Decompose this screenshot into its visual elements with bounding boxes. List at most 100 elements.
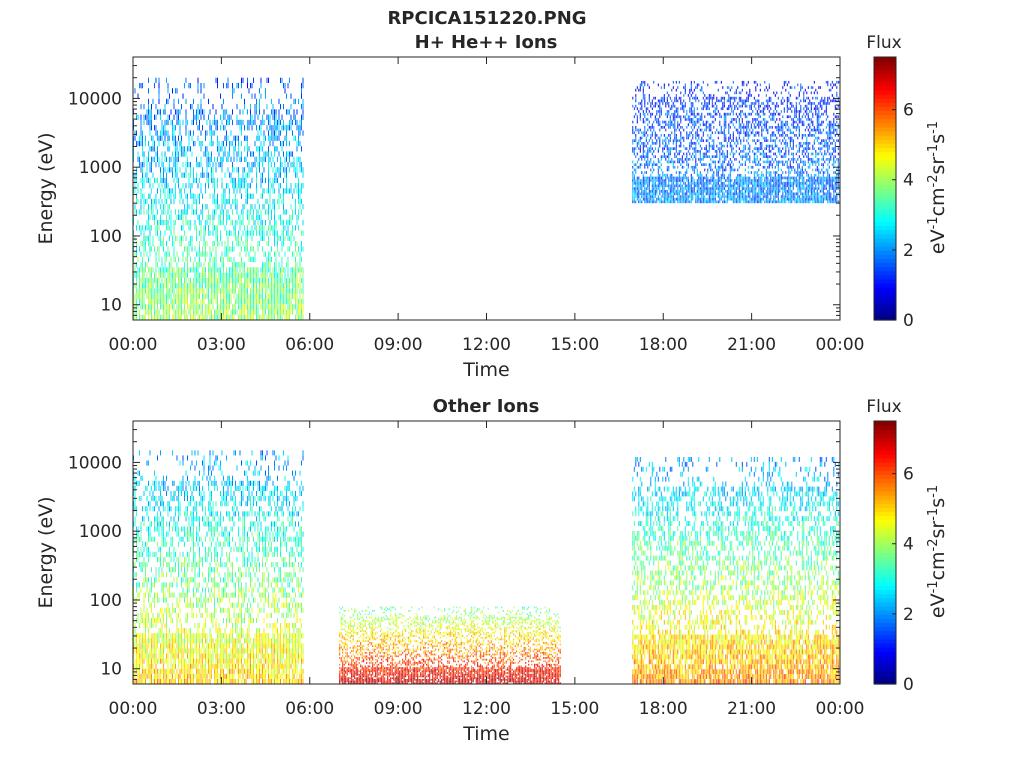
spectrogram-cell — [212, 183, 214, 189]
spectrogram-cell — [244, 225, 245, 231]
spectrogram-cell — [677, 158, 679, 161]
spectrogram-cell — [149, 272, 151, 278]
spectrogram-cell — [169, 225, 170, 231]
spectrogram-cell — [263, 109, 265, 115]
spectrogram-cell — [146, 209, 148, 215]
spectrogram-cell — [140, 225, 142, 231]
spectrogram-cell — [762, 165, 764, 169]
spectrogram-cell — [286, 125, 287, 131]
spectrogram-cell — [260, 177, 262, 184]
spectrogram-cell — [756, 173, 758, 177]
spectrogram-cell — [702, 192, 704, 196]
spectrogram-cell — [777, 181, 779, 185]
spectrogram-cell — [163, 125, 164, 131]
spectrogram-cell — [776, 126, 778, 129]
spectrogram-cell — [160, 193, 161, 199]
spectrogram-cell — [253, 151, 254, 157]
spectrogram-cell — [743, 126, 745, 129]
spectrogram-cell — [641, 189, 643, 193]
spectrogram-cell — [239, 298, 241, 305]
spectrogram-cell — [233, 314, 235, 320]
spectrogram-cell — [714, 131, 716, 135]
spectrogram-cell — [167, 119, 169, 126]
spectrogram-cell — [139, 225, 140, 231]
spectrogram-cell — [208, 288, 209, 294]
spectrogram-cell — [199, 177, 200, 184]
spectrogram-cell — [152, 283, 154, 289]
spectrogram-cell — [226, 288, 227, 294]
spectrogram-cell — [160, 130, 161, 136]
spectrogram-cell — [158, 298, 160, 305]
spectrogram-cell — [758, 181, 760, 185]
spectrogram-cell — [292, 209, 293, 215]
spectrogram-cell — [221, 256, 223, 263]
spectrogram-cell — [167, 219, 169, 226]
spectrogram-cell — [278, 309, 280, 315]
spectrogram-cell — [236, 204, 238, 210]
spectrogram-cell — [732, 96, 734, 100]
spectrogram-cell — [266, 293, 268, 299]
spectrogram-cell — [729, 171, 731, 174]
spectrogram-cell — [158, 183, 160, 189]
spectrogram-cell — [239, 251, 241, 257]
spectrogram-cell — [164, 156, 166, 162]
spectrogram-cell — [743, 195, 745, 198]
spectrogram-cell — [773, 176, 775, 180]
spectrogram-cell — [710, 96, 712, 100]
spectrogram-cell — [199, 277, 200, 284]
spectrogram-cell — [708, 96, 710, 100]
spectrogram-cell — [236, 151, 238, 157]
spectrogram-cell — [262, 246, 263, 252]
spectrogram-cell — [260, 304, 262, 310]
spectrogram-cell — [293, 156, 295, 162]
spectrogram-cell — [744, 134, 746, 137]
spectrogram-cell — [654, 102, 656, 105]
spectrogram-cell — [638, 189, 640, 193]
spectrogram-cell — [732, 80, 734, 84]
spectrogram-cell — [659, 104, 661, 108]
spectrogram-cell — [678, 96, 680, 100]
spectrogram-cell — [638, 192, 640, 196]
spectrogram-cell — [229, 114, 230, 120]
spectrogram-cell — [149, 230, 151, 236]
spectrogram-cell — [157, 146, 158, 152]
spectrogram-data — [133, 77, 841, 320]
spectrogram-cell — [143, 156, 145, 162]
spectrogram-cell — [298, 283, 299, 289]
spectrogram-cell — [663, 139, 665, 142]
spectrogram-cell — [209, 219, 211, 226]
spectrogram-cell — [148, 151, 149, 157]
spectrogram-cell — [140, 314, 142, 320]
spectrogram-cell — [738, 173, 740, 177]
spectrogram-cell — [687, 158, 689, 161]
spectrogram-cell — [669, 179, 671, 182]
spectrogram-cell — [184, 293, 185, 299]
spectrogram-cell — [271, 225, 272, 231]
spectrogram-cell — [221, 272, 223, 278]
spectrogram-cell — [650, 200, 652, 204]
spectrogram-cell — [194, 267, 196, 273]
spectrogram-cell — [710, 165, 712, 169]
spectrogram-cell — [197, 193, 199, 199]
spectrogram-cell — [717, 88, 719, 92]
spectrogram-cell — [710, 163, 712, 166]
spectrogram-cell — [759, 147, 761, 150]
spectrogram-cell — [302, 130, 304, 136]
spectrogram-cell — [233, 277, 235, 284]
spectrogram-cell — [217, 225, 218, 231]
spectrogram-cell — [143, 104, 145, 110]
spectrogram-cell — [744, 131, 746, 135]
spectrogram-cell — [635, 96, 637, 100]
spectrogram-cell — [738, 120, 740, 124]
spectrogram-cell — [654, 184, 656, 188]
spectrogram-cell — [768, 110, 770, 113]
spectrogram-cell — [699, 88, 701, 92]
spectrogram-cell — [744, 144, 746, 148]
spectrogram-cell — [645, 200, 647, 204]
spectrogram-cell — [299, 277, 301, 284]
spectrogram-cell — [723, 173, 725, 177]
spectrogram-cell — [752, 189, 754, 193]
spectrogram-cell — [145, 135, 146, 141]
spectrogram-cell — [671, 192, 673, 196]
spectrogram-cell — [140, 304, 142, 310]
